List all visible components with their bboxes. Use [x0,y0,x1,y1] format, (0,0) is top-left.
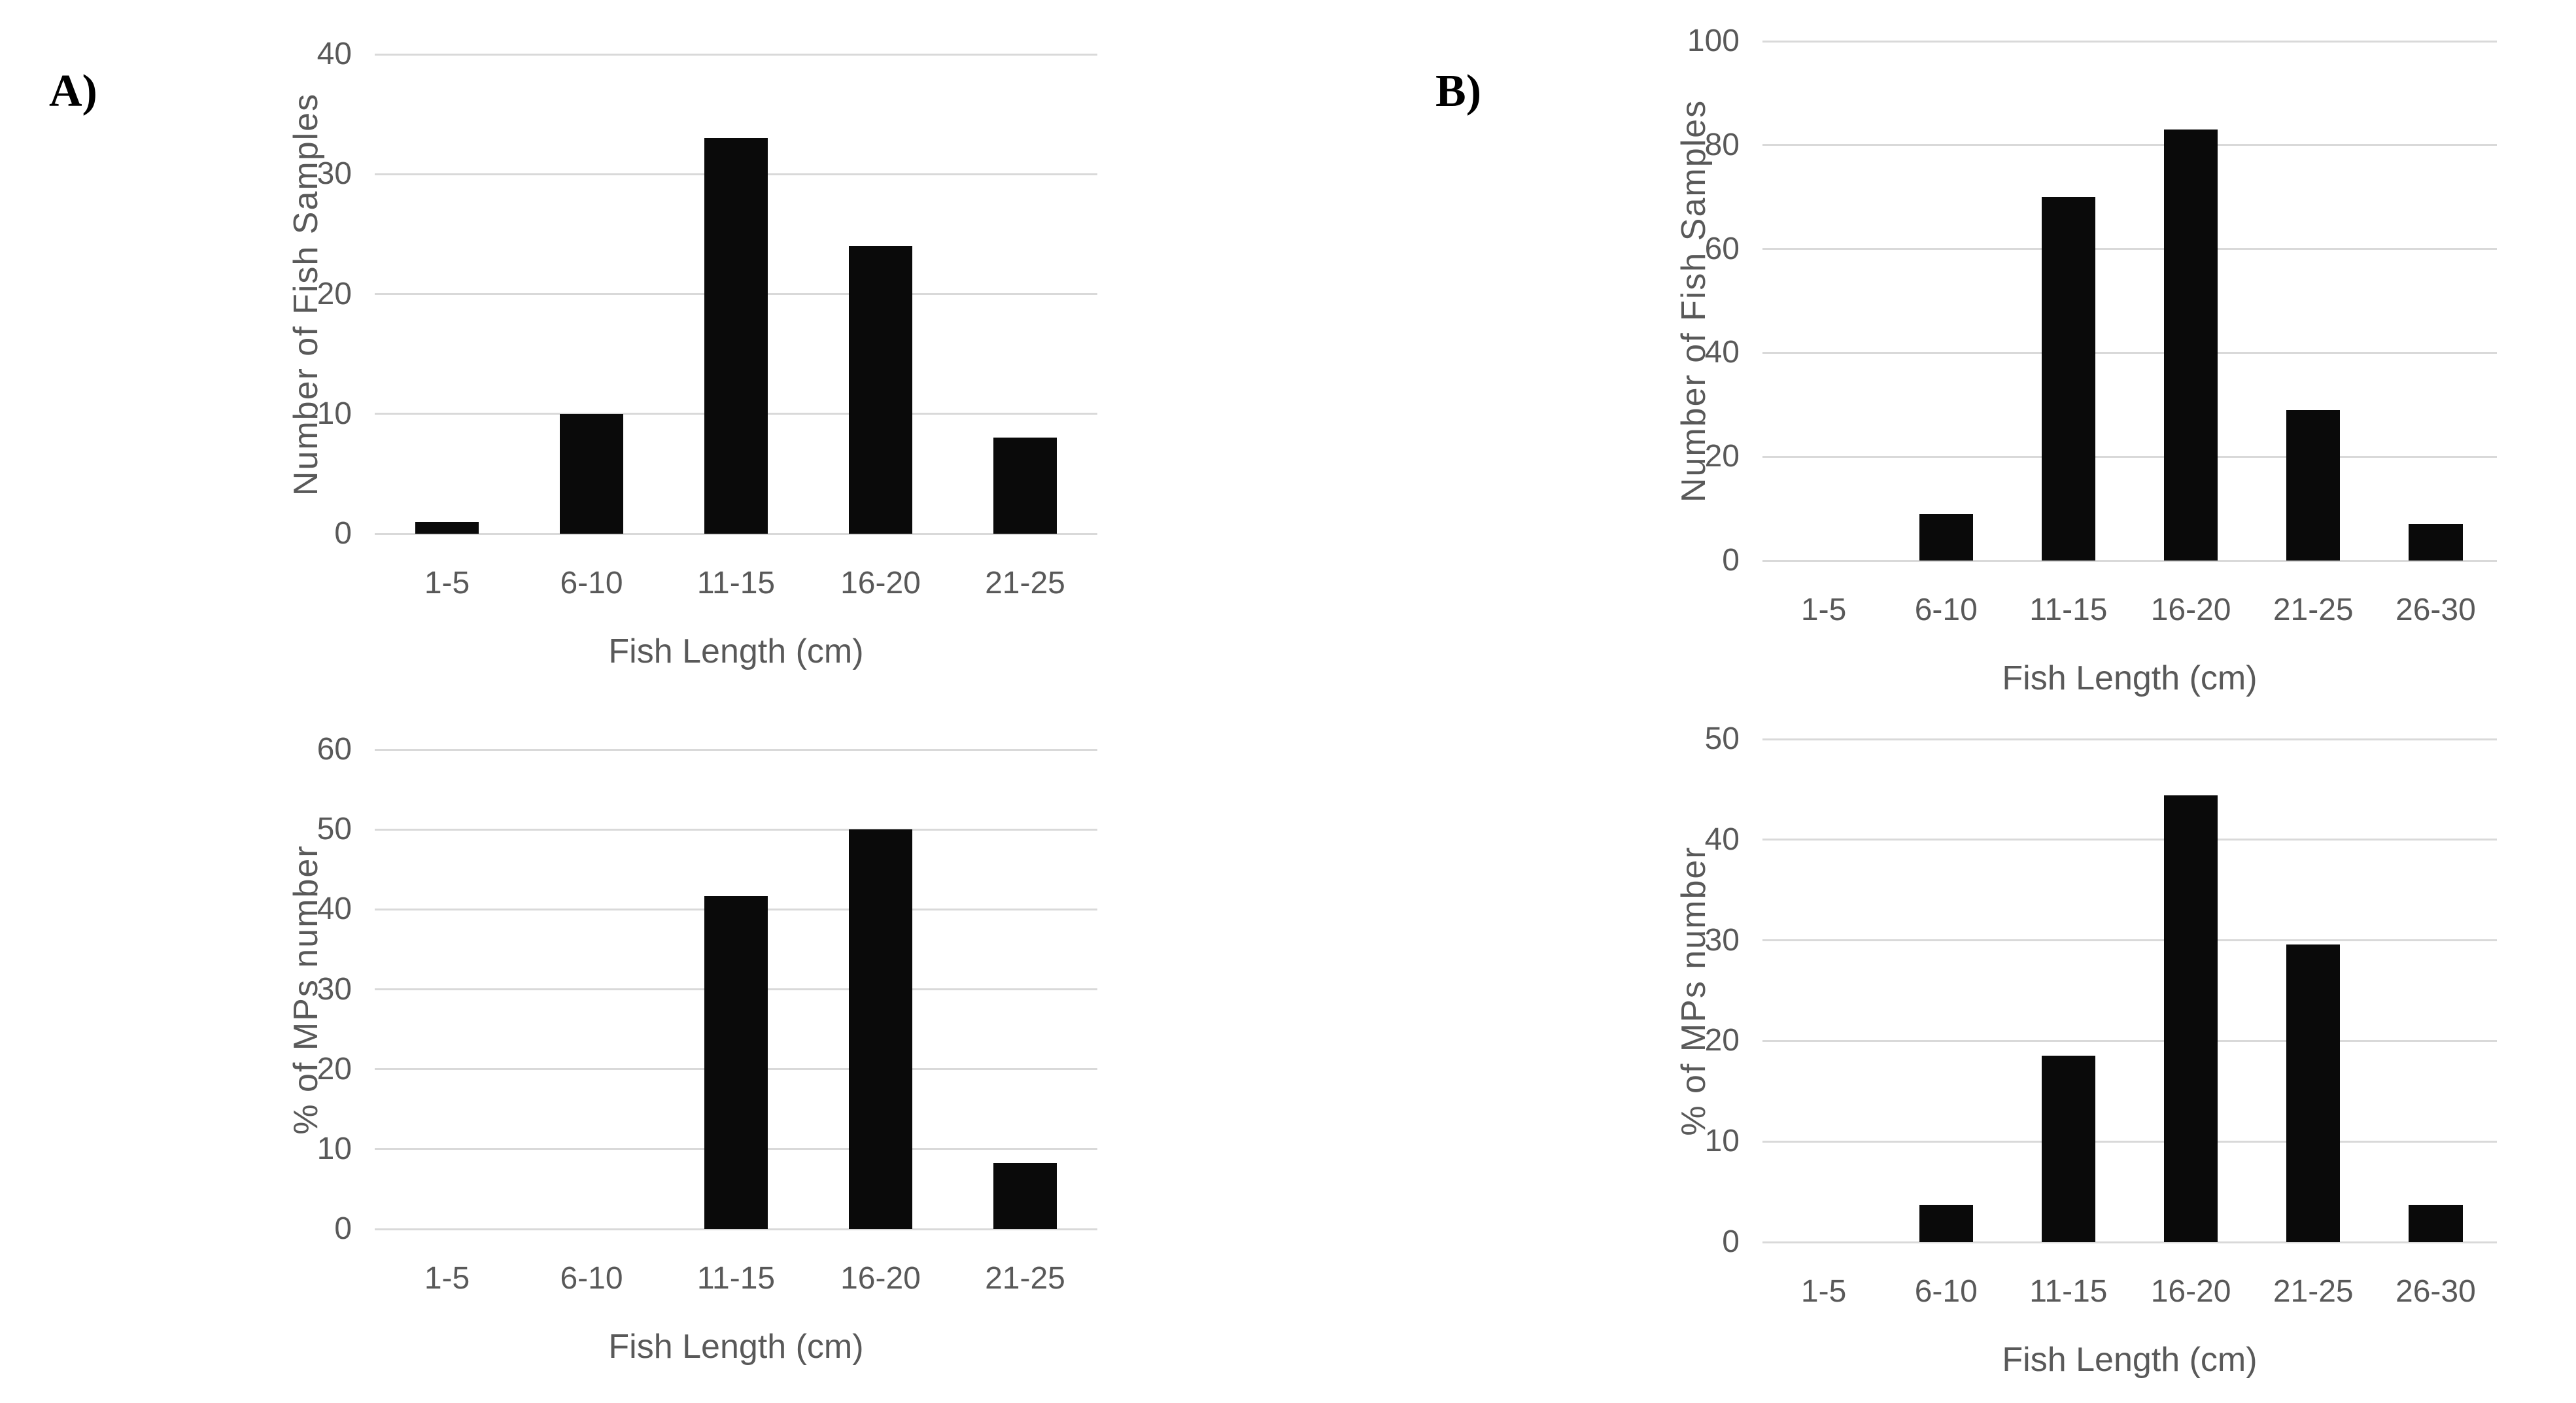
bar-11-15 [704,138,768,534]
x-tick-label: 1-5 [1800,593,1847,627]
x-tick-label: 21-25 [985,566,1065,600]
bar-21-25 [2286,944,2341,1242]
x-tick-label: 16-20 [840,1261,921,1296]
gridline [1762,839,2497,841]
bar-16-20 [848,246,913,534]
x-tick-label: 11-15 [696,1261,776,1296]
y-tick-label: 40 [317,37,352,71]
bar-6-10 [559,413,624,534]
gridline [375,53,1097,56]
y-tick-label: 0 [1722,543,1740,578]
gridline [1762,144,2497,147]
x-tick-label: 11-15 [2029,593,2108,627]
x-tick-label: 16-20 [840,566,921,600]
y-tick-label: 20 [1704,439,1740,474]
gridline [375,532,1097,535]
x-tick-label: 1-5 [424,1261,470,1296]
bar-6-10 [1919,513,1973,561]
gridline [1762,1140,2497,1143]
gridline [375,748,1097,751]
x-tick-label: 26-30 [2396,593,2476,627]
gridline [1762,1039,2497,1042]
bar-11-15 [2041,197,2096,561]
y-tick-label: 60 [317,732,352,767]
x-tick-label: 26-30 [2396,1274,2476,1309]
bar-16-20 [2163,129,2218,561]
x-tick-label: 6-10 [1914,593,1978,627]
gridline [1762,939,2497,942]
y-tick-label: 50 [317,812,352,847]
y-tick-label: 40 [1704,335,1740,370]
gridline [1762,351,2497,354]
y-tick-label: 50 [1704,721,1740,756]
x-axis-title: Fish Length (cm) [2002,1341,2258,1379]
x-tick-label: 6-10 [1914,1274,1978,1309]
y-tick-label: 30 [317,971,352,1007]
gridline [1762,40,2497,43]
x-axis-title: Fish Length (cm) [2002,659,2258,697]
bar-6-10 [1919,1205,1973,1242]
x-tick-label: 16-20 [2150,1274,2231,1309]
bar-11-15 [704,895,768,1229]
y-axis-title: % of MPs number [1675,845,1713,1136]
gridline [1762,455,2497,458]
x-tick-label: 1-5 [1800,1274,1847,1309]
bar-11-15 [2041,1056,2096,1242]
y-tick-label: 100 [1687,24,1740,58]
panel-label-b: B) [1435,66,1481,116]
bar-26-30 [2409,524,2463,561]
x-axis-title: Fish Length (cm) [608,1328,864,1366]
bar-21-25 [993,1162,1057,1229]
y-tick-label: 0 [334,516,352,551]
gridline [1762,559,2497,562]
y-tick-label: 30 [1704,922,1740,958]
gridline [1762,1241,2497,1243]
x-tick-label: 11-15 [696,566,776,600]
gridline [375,1228,1097,1230]
y-tick-label: 60 [1704,231,1740,266]
y-tick-label: 40 [1704,822,1740,857]
x-tick-label: 1-5 [424,566,470,600]
bar-16-20 [2163,795,2218,1242]
gridline [375,828,1097,831]
bar-21-25 [993,438,1057,534]
x-axis-title: Fish Length (cm) [608,632,864,670]
x-tick-label: 16-20 [2150,593,2231,627]
y-tick-label: 10 [317,1131,352,1166]
y-tick-label: 40 [317,892,352,927]
y-tick-label: 20 [317,1051,352,1086]
bar-1-5 [415,521,479,534]
y-tick-label: 10 [1704,1124,1740,1159]
y-tick-label: 80 [1704,127,1740,162]
panel-label-a: A) [49,66,97,116]
gridline [1762,738,2497,740]
y-tick-label: 30 [317,156,352,192]
x-tick-label: 21-25 [985,1261,1065,1296]
bar-26-30 [2409,1205,2463,1242]
y-tick-label: 20 [317,276,352,311]
y-tick-label: 10 [317,396,352,431]
gridline [1762,248,2497,251]
x-tick-label: 6-10 [560,1261,623,1296]
y-tick-label: 0 [334,1211,352,1246]
bar-16-20 [848,829,913,1229]
y-tick-label: 0 [1722,1224,1740,1259]
y-tick-label: 20 [1704,1023,1740,1058]
x-tick-label: 21-25 [2273,1274,2354,1309]
x-tick-label: 6-10 [560,566,623,600]
x-tick-label: 11-15 [2029,1274,2108,1309]
bar-21-25 [2286,409,2341,561]
x-tick-label: 21-25 [2273,593,2354,627]
